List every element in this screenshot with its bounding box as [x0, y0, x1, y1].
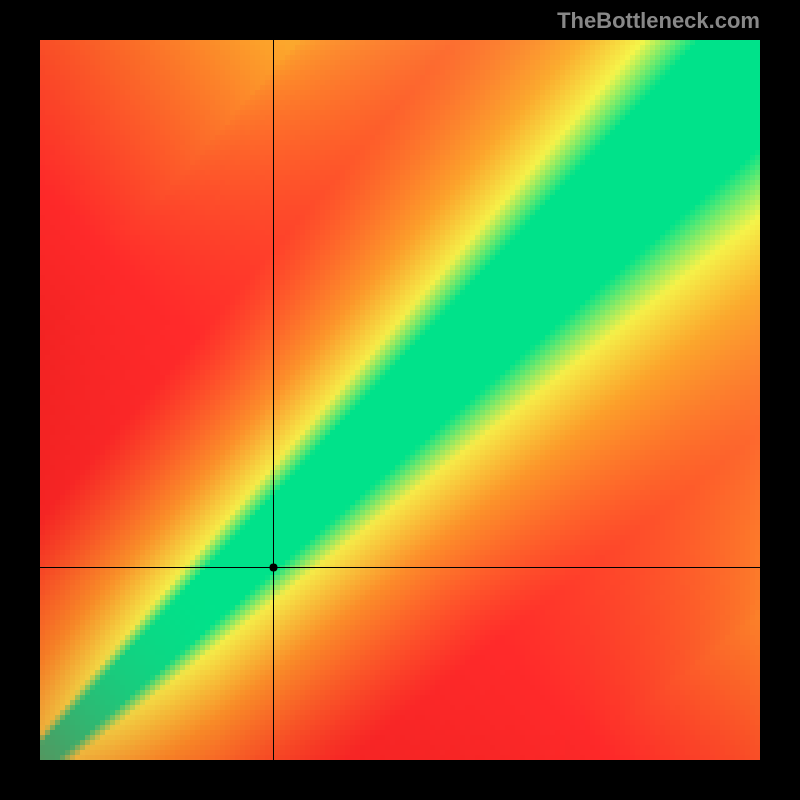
chart-container: TheBottleneck.com — [0, 0, 800, 800]
chart-frame — [40, 40, 760, 760]
watermark-text: TheBottleneck.com — [557, 8, 760, 34]
bottleneck-heatmap — [40, 40, 760, 760]
